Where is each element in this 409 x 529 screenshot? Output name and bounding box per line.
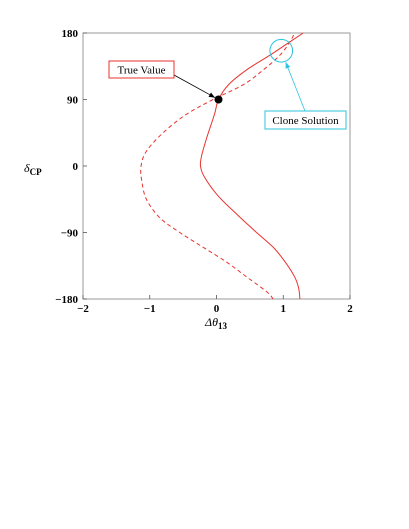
x-tick-label: −1 xyxy=(144,303,156,315)
clone-curve-dashed xyxy=(140,32,296,300)
x-tick-label: −2 xyxy=(77,303,89,315)
y-tick-label: 0 xyxy=(73,161,79,173)
clone-solution-arrow xyxy=(285,62,306,112)
x-tick-label: 1 xyxy=(281,303,287,315)
x-tick-label: 2 xyxy=(347,303,353,315)
true-value-box xyxy=(108,60,175,79)
ticks: −2 −1 0 1 2 −180 −90 0 90 180 xyxy=(55,28,353,315)
clone-solution-arrowhead xyxy=(285,62,291,69)
true-value-point xyxy=(214,95,223,104)
x-axis-label: Δθ13 xyxy=(204,315,227,331)
clone-solution-circle xyxy=(269,38,294,63)
y-tick-label: −90 xyxy=(61,228,79,240)
clone-solution-box xyxy=(264,110,347,130)
y-tick-label: 90 xyxy=(67,95,79,107)
y-tick-label: −180 xyxy=(55,294,78,306)
y-axis-label: δCP xyxy=(24,161,42,177)
markers xyxy=(214,38,294,104)
y-tick-label: 180 xyxy=(62,28,79,40)
true-value-arrowhead xyxy=(208,92,215,98)
true-curve-solid xyxy=(199,32,304,300)
true-value-label: True Value xyxy=(118,65,166,77)
true-value-arrow xyxy=(173,74,216,98)
series xyxy=(140,32,304,300)
clone-solution-label: Clone Solution xyxy=(272,115,339,127)
x-tick-label: 0 xyxy=(214,303,220,315)
